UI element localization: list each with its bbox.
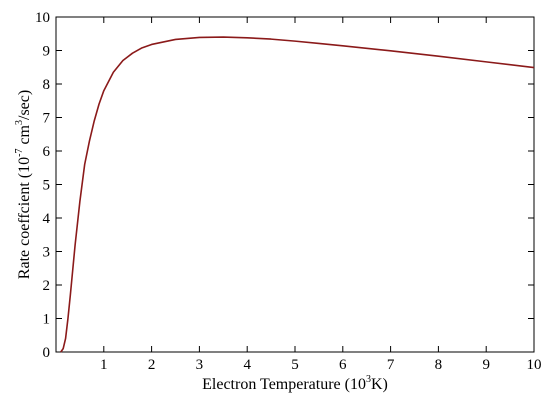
x-tick-label-2: 2 xyxy=(148,357,156,373)
y-tick-label-1: 1 xyxy=(43,312,51,328)
y-axis-label: Rate coeffcient (10-7 cm3/sec) xyxy=(14,90,33,279)
y-axis-label-mid: cm xyxy=(16,124,33,148)
x-axis-label-main: Electron Temperature (10 xyxy=(202,376,366,393)
plot-area-frame xyxy=(55,16,535,353)
y-tick-label-2: 2 xyxy=(43,278,51,294)
y-tick-label-5: 5 xyxy=(43,178,51,194)
x-tick-label-5: 5 xyxy=(291,357,299,373)
series-group xyxy=(60,36,535,353)
axis-tick-labels: 1 2 3 4 5 6 7 8 9 10 0 1 2 3 4 5 6 7 8 9 10 xyxy=(35,10,542,373)
axis-ticks xyxy=(56,16,535,353)
y-tick-label-3: 3 xyxy=(43,245,51,261)
series-line-0 xyxy=(60,36,535,353)
x-tick-label-4: 4 xyxy=(243,357,251,373)
x-tick-label-8: 8 xyxy=(435,357,443,373)
x-tick-label-7: 7 xyxy=(387,357,395,373)
x-tick-label-3: 3 xyxy=(196,357,204,373)
y-axis-label-end: /sec) xyxy=(16,90,33,120)
y-tick-label-8: 8 xyxy=(43,77,51,93)
x-tick-label-6: 6 xyxy=(339,357,347,373)
y-tick-label-7: 7 xyxy=(43,111,51,127)
x-tick-label-1: 1 xyxy=(100,357,108,373)
y-tick-label-4: 4 xyxy=(43,211,51,227)
y-tick-label-6: 6 xyxy=(43,144,51,160)
x-axis-label: Electron Temperature (103K) xyxy=(202,374,388,393)
y-tick-label-10: 10 xyxy=(35,10,50,26)
y-tick-label-0: 0 xyxy=(43,345,51,361)
y-axis-label-sup2: 3 xyxy=(14,120,25,125)
x-tick-label-9: 9 xyxy=(482,357,490,373)
y-axis-label-main: Rate coeffcient (10 xyxy=(16,157,33,279)
x-tick-label-10: 10 xyxy=(527,357,542,373)
y-axis-label-sup1: -7 xyxy=(14,149,25,157)
x-axis-label-sup: 3 xyxy=(366,374,371,385)
x-axis-label-end: K) xyxy=(371,376,388,393)
y-tick-label-9: 9 xyxy=(43,44,51,60)
